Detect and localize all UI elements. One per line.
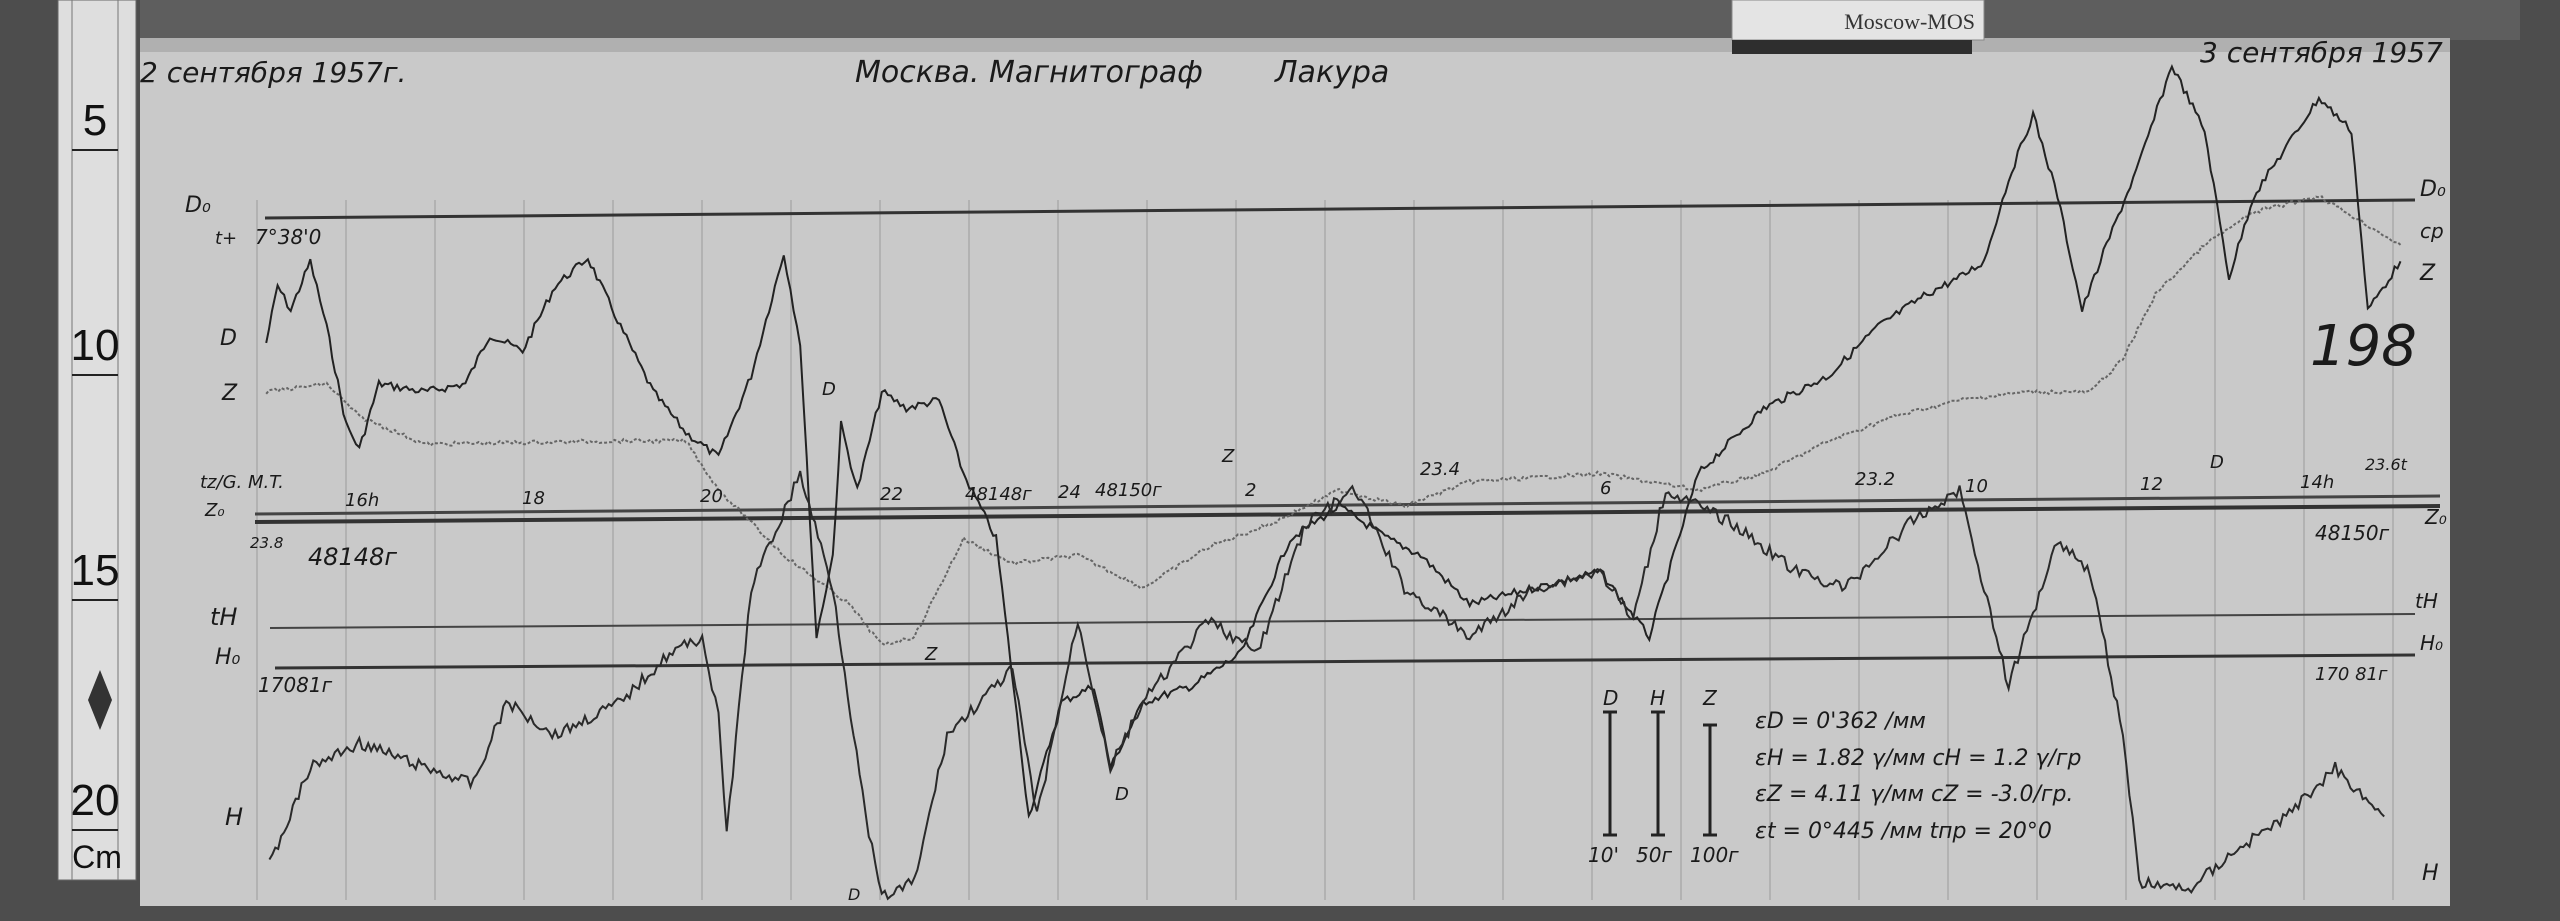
hour-label: 6 (1600, 478, 1611, 499)
hour-label: 22 (880, 484, 903, 505)
baseline-note: 23.4 (1420, 459, 1460, 480)
hour-label: 20 (700, 486, 723, 507)
ruler-mark-15: 15 (71, 546, 120, 595)
d-mark-right: cp (2420, 219, 2444, 243)
constant-line: εZ = 4.11 γ/мм cZ = -3.0/гр. (1755, 782, 2073, 807)
baseline-note: 23.2 (1855, 469, 1895, 490)
trace-marker-d: D (1115, 784, 1129, 805)
diamond-marker-icon (88, 670, 112, 730)
trace-marker-d: D (848, 885, 860, 904)
baseline-note: 48150г (1095, 480, 1162, 501)
d-temp-label: t+ (215, 228, 237, 249)
h-base-value-right: 170 81г (2315, 664, 2388, 685)
hour-label: 12 (2140, 474, 2163, 495)
scale-label-d: D (1603, 686, 1618, 710)
z-mark-right: Z (2419, 261, 2436, 286)
scale-label-h: H (1650, 686, 1665, 710)
d-base-value: 7°38'0 (255, 225, 321, 249)
instrument-name: Лакура (1274, 55, 1389, 90)
paper-fold (140, 38, 2450, 52)
d-trace-label: D (220, 326, 237, 351)
sheet-number: 198 (2310, 314, 2417, 379)
d-trace (265, 63, 2402, 819)
ruler-mark-20: 20 (71, 776, 120, 825)
hour-grid (256, 200, 2394, 900)
station-tag-text: Moscow-MOS (1844, 9, 1975, 34)
h-base-value-left: 17081г (258, 673, 333, 697)
h-trace-label: H (225, 803, 243, 831)
hour-label: 2 (1245, 480, 1256, 501)
d-baseline (264, 198, 2416, 220)
d-base-label-right: D₀ (2420, 177, 2446, 202)
h-trace-label-right: H (2422, 861, 2439, 886)
top-band (140, 0, 2520, 40)
z-base-label-right: Z₀ (2424, 505, 2447, 529)
z-base-value-left: 48148г (308, 543, 397, 571)
ruler-unit: Cm (72, 839, 122, 875)
trace-marker-z: Z (1221, 446, 1235, 467)
trace-marker-d: D (2210, 452, 2224, 473)
constant-line: εH = 1.82 γ/мм cH = 1.2 γ/гр (1755, 746, 2081, 771)
hour-label: 16h (345, 490, 379, 511)
z-baseline-upper (254, 494, 2441, 516)
date-start: 2 сентября 1957г. (140, 56, 406, 89)
trace-marker-d: D (822, 379, 836, 400)
trace-marker-z: Z (924, 644, 938, 665)
z-base-value-right: 48150г (2315, 521, 2390, 545)
constant-line: εD = 0'362 /мм (1755, 709, 1926, 734)
h-temperature-line (269, 613, 2416, 629)
baseline-note: 48148г (965, 484, 1032, 505)
z-trace (265, 195, 2402, 647)
z-trace-label: Z (221, 381, 238, 406)
hour-label: 10 (1965, 476, 1988, 497)
h-baseline (274, 653, 2416, 670)
scale-bars (1603, 710, 1717, 837)
hour-label: 24 (1058, 482, 1081, 503)
constant-line: εt = 0°445 /мм tпр = 20°0 (1755, 819, 2052, 844)
z-temp-right: 23.6t (2365, 455, 2408, 474)
scale-value-d: 10' (1588, 843, 1619, 867)
hour-label: 14h (2300, 472, 2334, 493)
ruler-mark-5: 5 (83, 96, 107, 145)
station-tag: Moscow-MOS (1731, 0, 1985, 54)
ruler-mark-10: 10 (71, 321, 120, 370)
z-temp-left: 23.8 (250, 534, 283, 552)
z-base-sub-label: Z₀ (204, 500, 225, 521)
z-base-label: tz/G. M.T. (200, 472, 284, 493)
page-title: Москва. Магнитограф (855, 55, 1203, 90)
h-temp-label: tH (210, 603, 237, 631)
scale-value-h: 50г (1636, 843, 1672, 867)
hour-labels: 16h 18 20 22 24 2 6 10 12 14h (345, 472, 2334, 511)
scale-value-z: 100г (1690, 843, 1739, 867)
d-base-label: D₀ (185, 193, 211, 218)
ruler: 5 10 15 20 Cm (57, 0, 137, 881)
date-end: 3 сентября 1957 (2200, 36, 2443, 69)
paper-sheet (140, 38, 2450, 906)
h-base-label-right: H₀ (2420, 631, 2443, 655)
scale-label-z: Z (1702, 686, 1718, 710)
hour-label: 18 (522, 488, 545, 509)
h-temp-right: tH (2415, 589, 2438, 613)
h-base-label: H₀ (215, 645, 241, 670)
z-baseline-lower (254, 504, 2441, 524)
h-trace (268, 470, 2385, 901)
